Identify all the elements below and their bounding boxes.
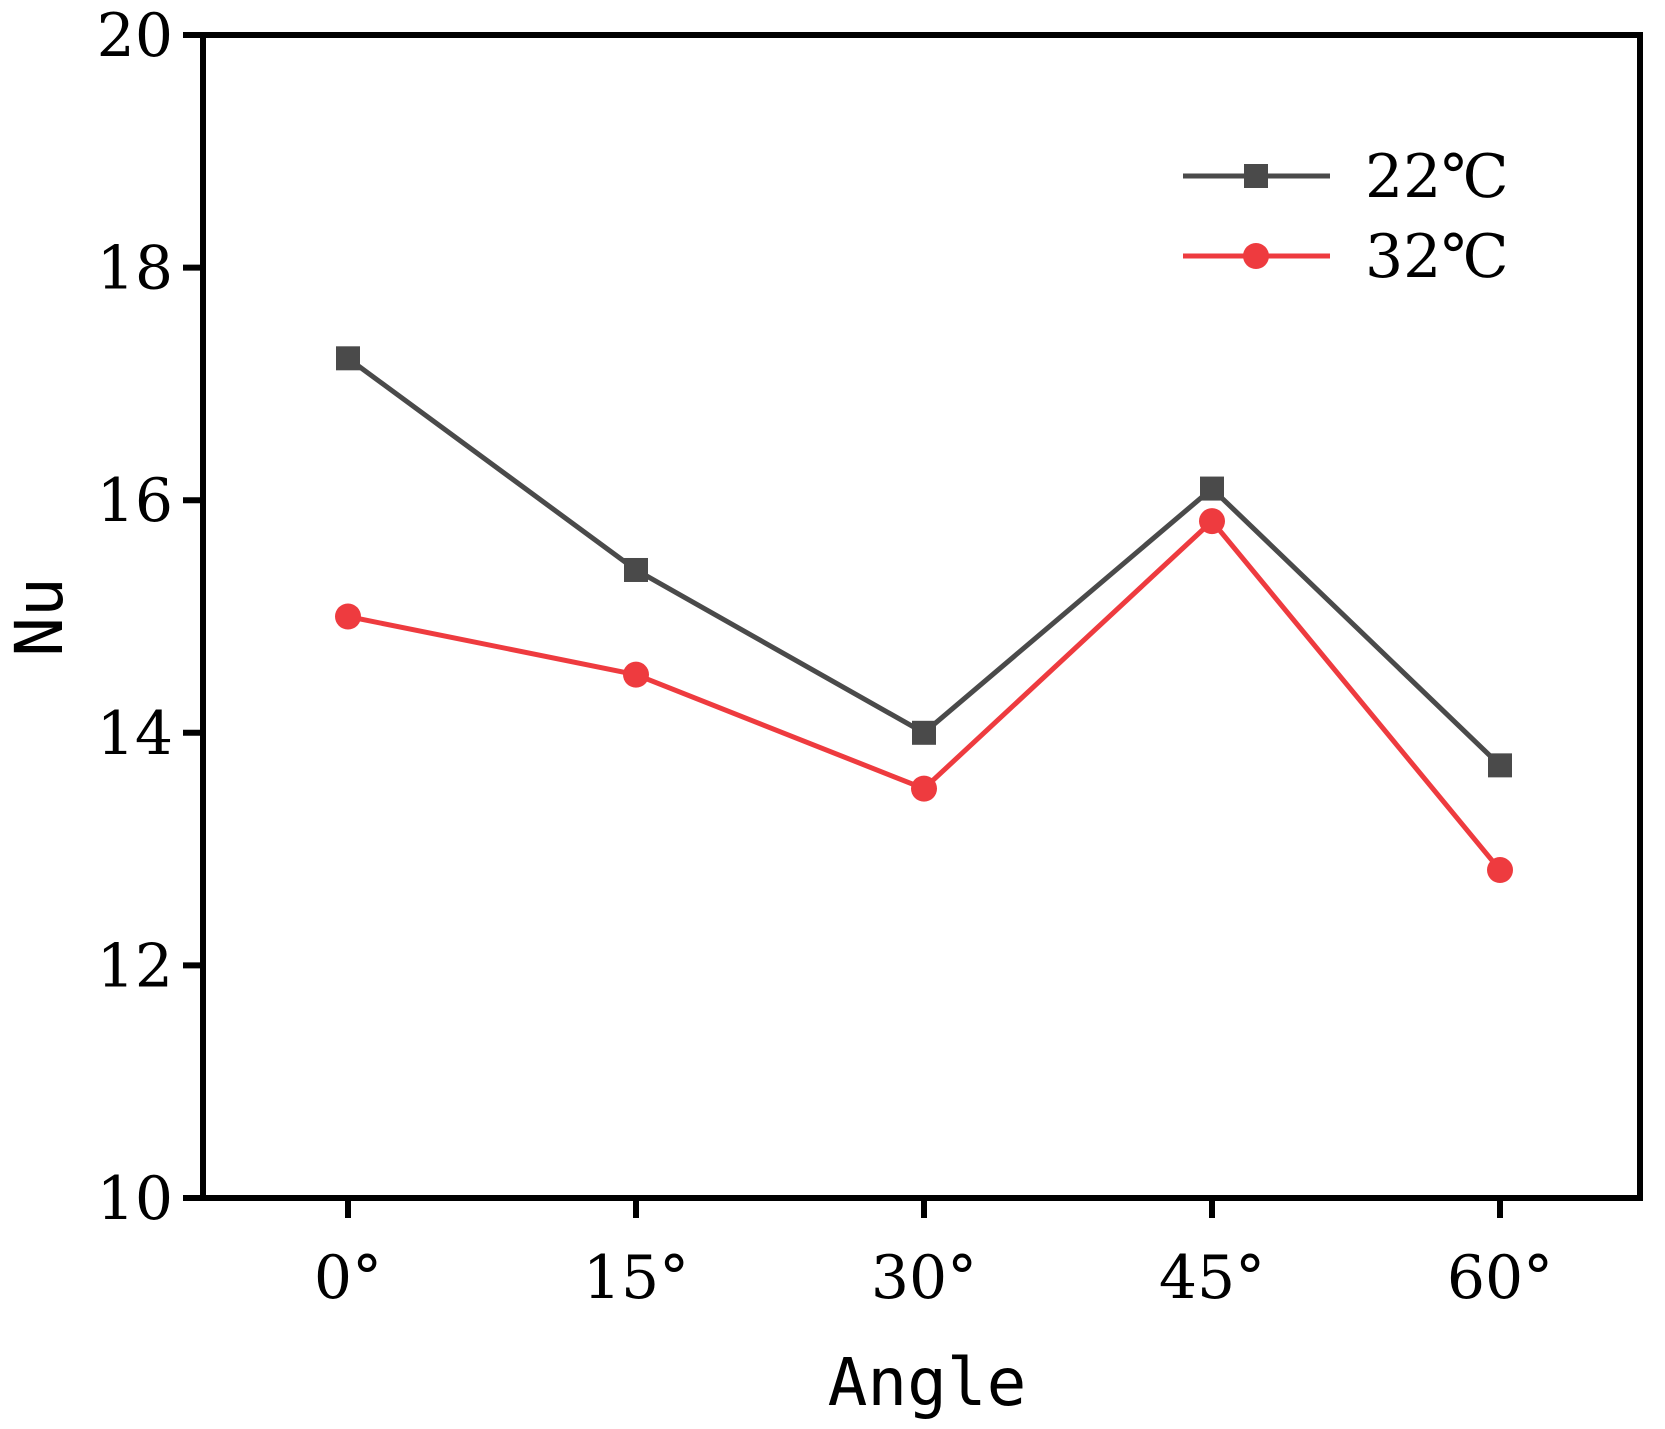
- data-point: [336, 346, 360, 371]
- x-axis-title: Angle: [828, 1344, 1027, 1421]
- y-tick-label: 14: [97, 699, 173, 769]
- y-tick-label: 16: [97, 466, 173, 536]
- y-tick-label: 18: [97, 234, 173, 304]
- series-line: [347, 517, 1502, 872]
- y-tick-label: 10: [97, 1164, 173, 1234]
- data-point: [623, 661, 649, 688]
- y-tick-label: 12: [97, 931, 173, 1001]
- series-1: [335, 508, 1513, 884]
- legend-marker: [1243, 243, 1269, 269]
- data-point: [1199, 508, 1225, 535]
- legend-label: 32℃: [1365, 222, 1508, 292]
- x-tick-label: 0°: [314, 1243, 382, 1313]
- x-axis: 0° 15° 30° 45° 60°: [314, 1198, 1553, 1313]
- data-point: [1487, 857, 1513, 884]
- y-axis: 10 12 14 16 18 20: [97, 1, 203, 1234]
- x-tick-label: 15°: [583, 1243, 689, 1313]
- y-axis-title: Nu: [1, 577, 78, 656]
- x-tick-label: 60°: [1447, 1243, 1553, 1313]
- data-point: [912, 720, 936, 745]
- y-tick-label: 20: [97, 1, 173, 71]
- legend: 22℃32℃: [1183, 142, 1508, 292]
- legend-label: 22℃: [1365, 142, 1508, 212]
- data-point: [1200, 476, 1224, 501]
- data-point: [335, 603, 361, 630]
- series-0: [336, 346, 1512, 778]
- x-tick-label: 30°: [871, 1243, 977, 1313]
- legend-item: 22℃: [1183, 142, 1508, 212]
- legend-marker: [1244, 164, 1268, 188]
- x-tick-label: 45°: [1159, 1243, 1265, 1313]
- data-point: [911, 775, 937, 802]
- data-point: [624, 557, 648, 582]
- series-layer: [335, 346, 1513, 884]
- series-line: [346, 356, 1502, 768]
- data-point: [1488, 753, 1512, 778]
- legend-item: 32℃: [1183, 222, 1508, 292]
